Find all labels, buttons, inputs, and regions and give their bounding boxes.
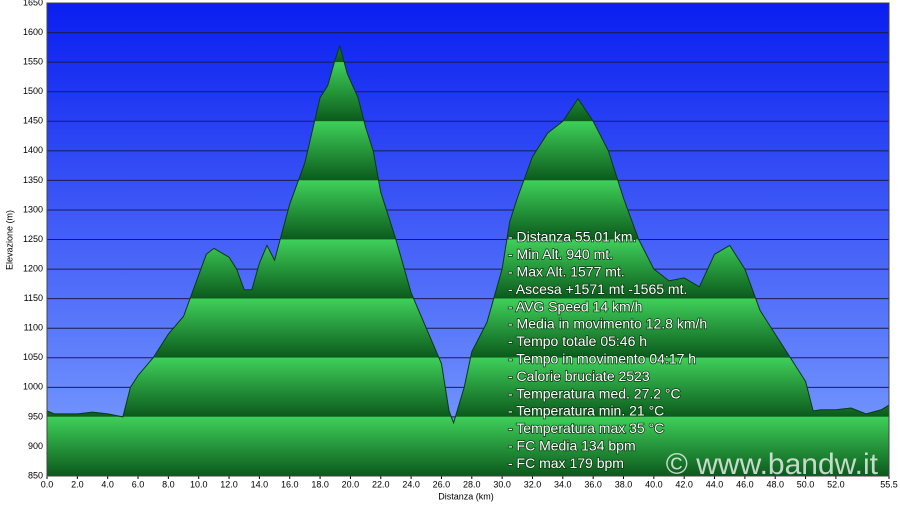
stats-note: - Distanza 55.01 km.	[508, 229, 636, 245]
x-tick-label: 44.0	[706, 479, 724, 489]
y-tick-label: 950	[28, 411, 43, 421]
x-tick-label: 52.0	[827, 479, 845, 489]
stats-note: - Min Alt. 940 mt.	[508, 246, 613, 262]
y-tick-label: 1450	[23, 116, 43, 126]
x-axis-label: Distanza (km)	[438, 491, 494, 501]
x-tick-label: 8.0	[162, 479, 175, 489]
x-tick-label: 28.0	[463, 479, 481, 489]
y-tick-label: 1200	[23, 263, 43, 273]
x-tick-label: 55.5	[880, 479, 898, 489]
y-tick-label: 1300	[23, 204, 43, 214]
x-tick-label: 0.0	[41, 479, 54, 489]
stats-note: - Calorie bruciate 2523	[508, 368, 650, 384]
stats-note: - Ascesa +1571 mt -1565 mt.	[508, 281, 687, 297]
plot-border	[46, 2, 890, 477]
x-tick-label: 12.0	[220, 479, 238, 489]
x-tick-label: 36.0	[584, 479, 602, 489]
x-tick-label: 30.0	[493, 479, 511, 489]
stats-note: - Tempo in movimento 04:17 h	[508, 351, 696, 367]
x-tick-label: 10.0	[190, 479, 208, 489]
y-tick-label: 1050	[23, 352, 43, 362]
y-tick-label: 1150	[24, 293, 43, 303]
watermark: © www.bandw.it	[666, 448, 879, 481]
x-tick-label: 26.0	[433, 479, 451, 489]
y-tick-label: 850	[28, 470, 43, 480]
x-tick-label: 40.0	[645, 479, 663, 489]
x-tick-label: 42.0	[675, 479, 693, 489]
stats-note: - Temperatura max 35 °C	[508, 420, 664, 436]
y-tick-label: 1400	[23, 145, 43, 155]
stats-note: - AVG Speed 14 km/h	[508, 298, 642, 314]
x-tick-label: 6.0	[132, 479, 145, 489]
x-tick-label: 32.0	[524, 479, 542, 489]
stats-note: - FC max 179 bpm	[508, 455, 624, 471]
y-tick-label: 900	[28, 441, 43, 451]
y-tick-label: 1350	[23, 175, 43, 185]
x-tick-label: 16.0	[281, 479, 299, 489]
x-tick-label: 14.0	[251, 479, 269, 489]
x-tick-label: 48.0	[766, 479, 784, 489]
stats-note: - Tempo totale 05:46 h	[508, 333, 647, 349]
y-axis-label: Elevazione (m)	[4, 210, 14, 270]
y-tick-label: 1550	[23, 57, 43, 67]
x-tick-label: 4.0	[101, 479, 114, 489]
y-tick-label: 1250	[23, 234, 43, 244]
y-tick-label: 1600	[23, 27, 43, 37]
y-tick-label: 1000	[23, 382, 43, 392]
stats-note: - Media in movimento 12.8 km/h	[508, 316, 707, 332]
stats-note: - Temperatura min. 21 °C	[508, 403, 664, 419]
stats-note: - Max Alt. 1577 mt.	[508, 264, 625, 280]
x-tick-label: 24.0	[402, 479, 420, 489]
x-tick-label: 50.0	[797, 479, 815, 489]
x-tick-label: 38.0	[615, 479, 633, 489]
x-tick-label: 22.0	[372, 479, 390, 489]
x-tick-label: 20.0	[342, 479, 360, 489]
x-tick-label: 2.0	[71, 479, 84, 489]
y-tick-label: 1500	[23, 86, 43, 96]
stats-note: - Temperatura med. 27.2 °C	[508, 385, 681, 401]
y-tick-label: 1100	[24, 323, 43, 333]
x-tick-label: 34.0	[554, 479, 572, 489]
x-tick-label: 46.0	[736, 479, 754, 489]
stats-note: - FC Media 134 bpm	[508, 438, 636, 454]
y-tick-label: 1650	[23, 0, 43, 7]
elevation-line	[46, 44, 890, 425]
x-tick-label: 18.0	[311, 479, 329, 489]
elevation-area	[47, 46, 889, 476]
